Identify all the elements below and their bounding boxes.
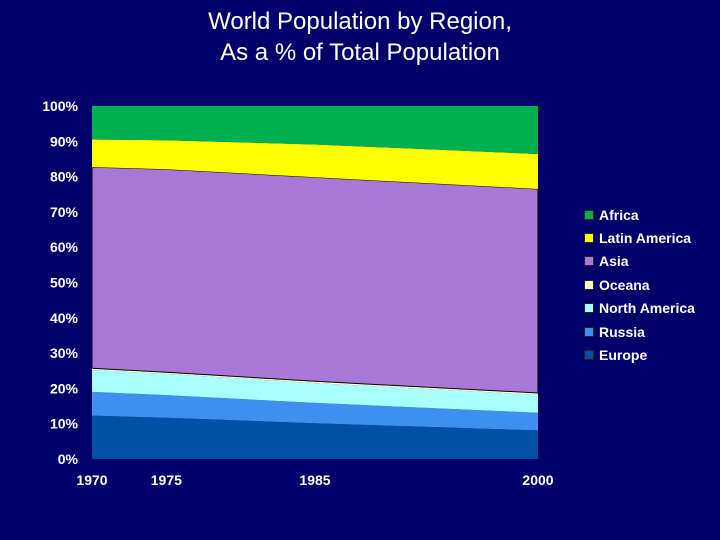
- legend-label: Russia: [599, 323, 645, 340]
- legend-item: Latin America: [584, 226, 695, 249]
- legend-swatch: [584, 233, 594, 244]
- legend-swatch: [584, 303, 594, 314]
- chart-title-line-1: World Population by Region,: [208, 8, 512, 35]
- y-tick-label: 0%: [58, 451, 79, 467]
- y-tick-label: 60%: [50, 239, 79, 255]
- x-tick-label: 1970: [76, 472, 107, 488]
- legend-label: Oceana: [599, 276, 650, 293]
- legend-item: Oceana: [584, 273, 695, 296]
- y-tick-label: 70%: [50, 204, 79, 220]
- legend-swatch: [584, 279, 594, 290]
- y-tick-label: 20%: [50, 380, 79, 396]
- legend: Africa Latin America Asia Oceana North Ameri…: [584, 203, 695, 367]
- y-tick-label: 80%: [50, 169, 79, 185]
- area-africa: [92, 106, 538, 154]
- legend-label: Latin America: [599, 230, 692, 247]
- y-tick-label: 50%: [50, 275, 79, 291]
- legend-item: Asia: [584, 250, 695, 273]
- legend-label: Africa: [599, 206, 639, 223]
- legend-item: Russia: [584, 320, 695, 343]
- area-north-america: [92, 370, 538, 413]
- legend-label: Asia: [599, 253, 629, 270]
- area-europe: [92, 415, 538, 459]
- y-tick-label: 30%: [50, 345, 79, 361]
- area-latin-america: [92, 139, 538, 189]
- x-tick-label: 1975: [151, 472, 182, 488]
- legend-swatch: [584, 350, 594, 361]
- y-tick-label: 100%: [42, 98, 78, 114]
- legend-item: Africa: [584, 203, 695, 226]
- y-tick-label: 10%: [50, 416, 79, 432]
- chart-title-line-2: As a % of Total Population: [220, 39, 500, 66]
- y-axis-tick-labels: 0% 10% 20% 30% 40% 50% 60% 70% 80% 90% 100%: [42, 98, 78, 467]
- legend-label: North America: [599, 300, 695, 317]
- area-russia: [92, 391, 538, 431]
- legend-swatch: [584, 256, 594, 267]
- legend-item: North America: [584, 297, 695, 320]
- legend-item: Europe: [584, 343, 695, 366]
- x-tick-label: 1985: [299, 472, 330, 488]
- area-asia: [91, 166, 539, 394]
- x-axis-tick-labels: 1970 1975 1985 2000: [76, 472, 553, 488]
- legend-swatch: [584, 326, 594, 337]
- y-tick-label: 90%: [50, 133, 79, 149]
- y-tick-label: 40%: [50, 310, 79, 326]
- legend-swatch: [584, 209, 594, 220]
- chart-title: World Population by Region, As a % of To…: [0, 6, 720, 68]
- legend-label: Europe: [599, 347, 648, 364]
- x-tick-label: 2000: [522, 472, 553, 488]
- area-layers: [91, 106, 539, 459]
